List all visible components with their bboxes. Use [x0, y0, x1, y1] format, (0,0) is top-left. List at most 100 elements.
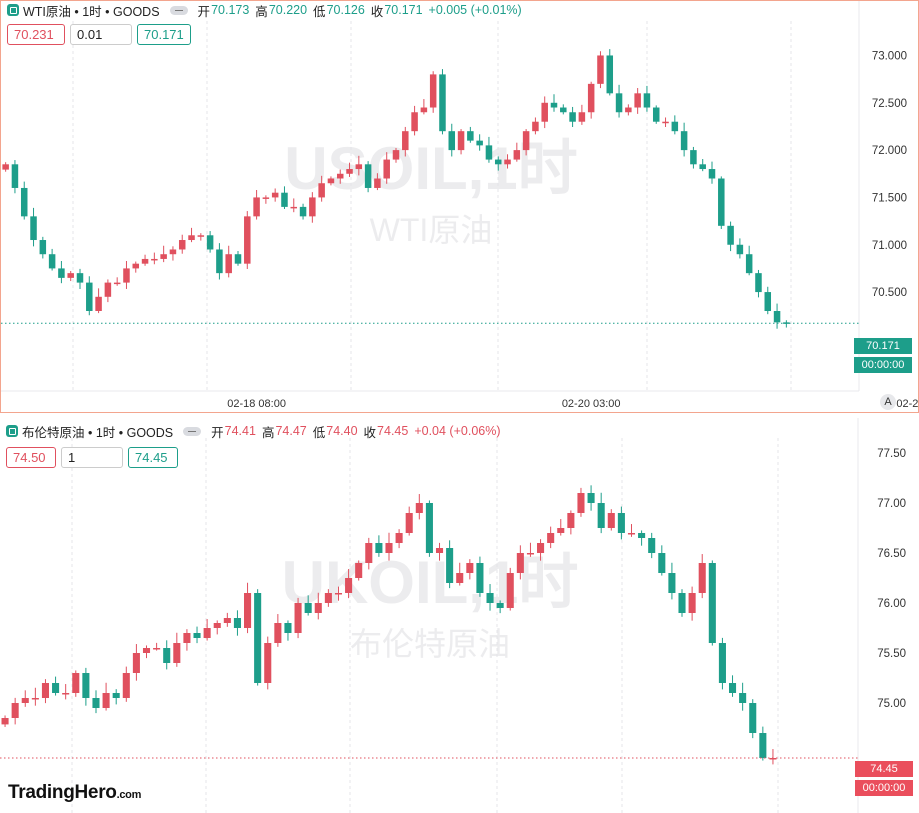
- candle-body: [466, 563, 474, 573]
- candle-body: [429, 74, 437, 108]
- candle-body: [550, 102, 558, 108]
- candle-body: [254, 593, 262, 683]
- candle-body: [113, 282, 121, 285]
- candle-body: [188, 235, 195, 241]
- quantity-input[interactable]: 0.01: [70, 24, 132, 45]
- candle-body: [132, 263, 140, 269]
- candle-body: [324, 593, 332, 603]
- candle-body: [569, 112, 576, 122]
- candle-body: [504, 159, 511, 165]
- candle-body: [253, 197, 260, 217]
- collapse-toggle-icon[interactable]: [183, 426, 202, 436]
- brent-chart-pane[interactable]: 布伦特原油 • 1时 • GOODS 开 74.41 高 74.47 低 74.40 …: [0, 418, 919, 813]
- candle-body: [160, 254, 167, 259]
- candle-body: [153, 648, 161, 650]
- candle-body: [446, 548, 454, 583]
- candle-body: [708, 563, 716, 643]
- candle-body: [708, 169, 716, 179]
- symbol-icon: [6, 425, 18, 437]
- y-tick-label: 75.00: [877, 698, 906, 710]
- candle-body: [213, 623, 221, 628]
- candle-body: [197, 235, 205, 237]
- low-label: 低: [313, 4, 326, 19]
- candle-body: [448, 131, 456, 151]
- candle-body: [223, 618, 231, 623]
- brent-countdown-tag: 00:00:00: [855, 780, 913, 796]
- wti-countdown-tag: 00:00:00: [854, 357, 912, 373]
- candle-body: [1, 718, 9, 725]
- candle-body: [728, 683, 737, 693]
- low-value: 70.126: [326, 3, 365, 17]
- candle-body: [425, 503, 433, 553]
- candle-body: [346, 169, 353, 174]
- candle-body: [532, 121, 539, 132]
- y-tick-label: 72.500: [872, 98, 907, 110]
- sell-price-button[interactable]: 70.231: [7, 24, 65, 45]
- candle-body: [203, 628, 211, 638]
- candle-body: [31, 698, 39, 700]
- candle-body: [773, 311, 781, 323]
- candle-body: [48, 254, 56, 269]
- candle-body: [567, 513, 575, 528]
- wti-symbol-title[interactable]: WTI原油 • 1时 • GOODS: [23, 4, 160, 19]
- wti-candles-chart[interactable]: USOIL,1时 WTI原油 73.000 72.500 72.000 71.500 71.…: [1, 1, 919, 413]
- candle-body: [206, 235, 214, 250]
- candle-body: [643, 93, 651, 108]
- candle-body: [668, 573, 676, 593]
- quantity-input[interactable]: 1: [61, 447, 123, 468]
- wti-chart-pane[interactable]: WTI原油 • 1时 • GOODS 开 70.173 高 70.220 低 70.1…: [0, 0, 919, 413]
- candle-body: [467, 131, 474, 141]
- candle-body: [264, 643, 272, 683]
- candle-body: [486, 593, 494, 603]
- buy-price-button[interactable]: 70.171: [137, 24, 191, 45]
- candle-body: [309, 197, 316, 217]
- candle-body: [76, 273, 84, 283]
- high-label: 高: [261, 425, 275, 440]
- candle-body: [745, 254, 753, 274]
- candle-body: [274, 623, 282, 643]
- watermark-name: 布伦特原油: [350, 626, 510, 662]
- candle-body: [58, 268, 65, 278]
- candle-body: [216, 249, 223, 274]
- candle-body: [439, 74, 446, 132]
- candle-body: [41, 683, 50, 698]
- candle-body: [522, 131, 530, 151]
- logo-brand: TradingHero: [8, 782, 117, 803]
- candle-body: [39, 240, 47, 255]
- candle-body: [327, 178, 335, 184]
- candle-body: [402, 131, 409, 151]
- candle-body: [662, 121, 669, 124]
- collapse-toggle-icon[interactable]: [169, 5, 188, 15]
- candle-body: [634, 93, 641, 108]
- candle-body: [476, 140, 483, 146]
- candle-body: [727, 225, 734, 245]
- brent-symbol-title[interactable]: 布伦特原油 • 1时 • GOODS: [22, 425, 174, 440]
- watermark-symbol: USOIL,1时: [284, 135, 577, 202]
- close-value: 70.171: [384, 3, 423, 17]
- candle-body: [169, 249, 177, 255]
- x-tick-label: 02-18 08:00: [227, 398, 286, 410]
- sell-price-button[interactable]: 74.50: [6, 447, 56, 468]
- candle-body: [334, 593, 343, 595]
- candle-body: [435, 548, 444, 553]
- candle-body: [183, 633, 191, 643]
- candle-body: [615, 93, 623, 113]
- candle-body: [284, 623, 292, 633]
- y-tick-label: 77.00: [877, 498, 906, 510]
- candle-body: [627, 533, 636, 535]
- wti-order-box: 70.231 0.01 70.171: [7, 24, 191, 45]
- y-tick-label: 75.50: [877, 648, 906, 660]
- candle-body: [142, 648, 151, 653]
- buy-price-button[interactable]: 74.45: [128, 447, 178, 468]
- candle-body: [52, 683, 60, 693]
- candle-body: [395, 533, 403, 543]
- candle-body: [345, 578, 353, 593]
- candle-body: [294, 603, 302, 633]
- candle-body: [690, 150, 697, 165]
- candle-body: [225, 254, 232, 274]
- auto-scale-button[interactable]: A: [880, 394, 896, 410]
- y-tick-label: 73.000: [872, 50, 907, 62]
- candle-body: [688, 593, 696, 613]
- close-label: 收: [370, 4, 384, 19]
